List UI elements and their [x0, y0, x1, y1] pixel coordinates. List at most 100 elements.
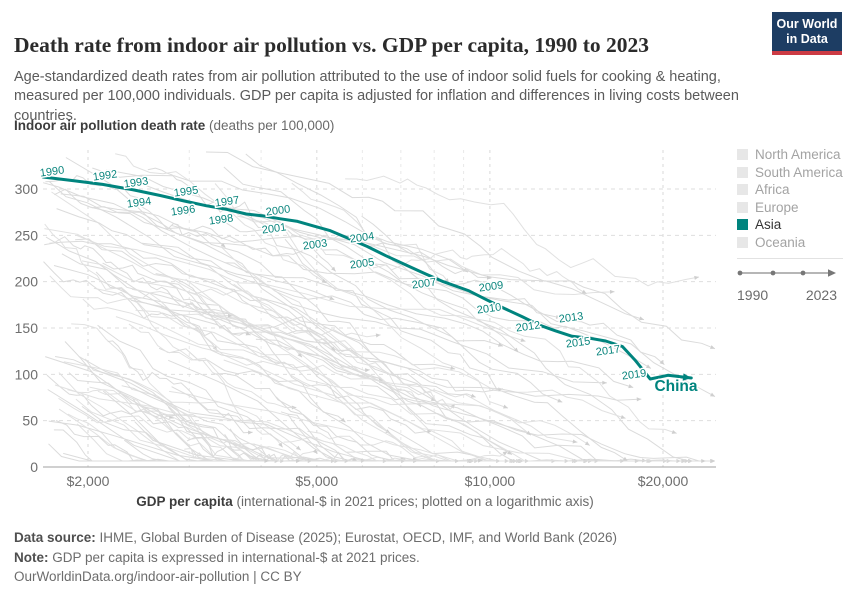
timeline-labels: 1990 2023: [737, 287, 837, 303]
owid-logo-line2: in Data: [786, 32, 828, 46]
line-end-arrow-icon: [312, 449, 318, 454]
line-end-arrow-icon: [291, 405, 297, 410]
y-tick-label: 300: [15, 181, 39, 197]
timeline-dot-mid2[interactable]: [800, 270, 806, 276]
line-end-arrow-icon: [503, 404, 509, 409]
line-end-arrow-icon: [245, 331, 251, 336]
legend-item-north-america[interactable]: North America: [737, 146, 843, 164]
timeline-start-year[interactable]: 1990: [737, 287, 769, 303]
legend-swatch-icon: [737, 184, 748, 196]
background-country-line: [106, 169, 645, 321]
china-series-line[interactable]: [41, 175, 693, 381]
line-end-arrow-icon: [555, 314, 561, 319]
data-source-line: Data source: IHME, Global Burden of Dise…: [14, 528, 617, 548]
y-axis-units: Indoor air pollution death rate (deaths …: [14, 118, 334, 133]
background-country-line: [223, 359, 600, 462]
y-tick-label: 200: [15, 274, 39, 290]
year-label: 2003: [302, 237, 328, 252]
background-country-line: [170, 224, 634, 388]
background-country-line: [237, 215, 509, 409]
legend-item-oceania[interactable]: Oceania: [737, 234, 843, 252]
timeline-dot-start[interactable]: [737, 270, 743, 276]
data-source-text: IHME, Global Burden of Disease (2025); E…: [95, 530, 618, 545]
citation-line[interactable]: OurWorldinData.org/indoor-air-pollution …: [14, 567, 617, 587]
line-end-arrow-icon: [507, 450, 513, 455]
background-country-line: [81, 260, 532, 436]
owid-logo[interactable]: Our World in Data: [772, 12, 842, 55]
background-country-line: [166, 281, 381, 338]
line-end-arrow-icon: [636, 397, 642, 402]
legend-item-africa[interactable]: Africa: [737, 181, 843, 199]
timeline-dot-mid1[interactable]: [770, 270, 776, 276]
background-country-line: [95, 271, 391, 434]
note-label: Note:: [14, 549, 49, 565]
legend-item-asia[interactable]: Asia: [737, 216, 843, 234]
x-tick-label: $20,000: [638, 473, 689, 489]
line-end-arrow-icon: [659, 360, 665, 365]
y-tick-label: 0: [30, 459, 38, 475]
y-tick-label: 150: [15, 320, 39, 336]
timeline-slider[interactable]: [737, 265, 837, 281]
line-end-arrow-icon: [572, 439, 578, 444]
line-end-arrow-icon: [248, 430, 253, 435]
line-end-arrow-icon: [671, 429, 677, 434]
legend-item-south-america[interactable]: South America: [737, 164, 843, 182]
line-end-arrow-icon: [497, 342, 503, 347]
background-country-line: [44, 228, 385, 384]
line-end-arrow-icon: [295, 445, 301, 451]
legend-label: North America: [755, 147, 841, 163]
citation-url[interactable]: OurWorldinData.org/indoor-air-pollution …: [14, 569, 302, 584]
year-label: 2019: [621, 367, 647, 382]
background-country-line: [288, 333, 626, 419]
year-label: 1996: [170, 203, 196, 218]
legend-label: Africa: [755, 182, 790, 198]
year-label: 2010: [476, 301, 502, 316]
x-tick-label: $2,000: [67, 473, 110, 489]
line-end-arrow-icon: [340, 417, 346, 423]
timeline-end-year[interactable]: 2023: [805, 287, 837, 303]
year-label: 2012: [515, 319, 541, 334]
background-country-line: [185, 278, 640, 462]
line-end-arrow-icon: [331, 266, 336, 272]
background-country-line: [44, 236, 251, 336]
year-label: 1992: [92, 168, 118, 183]
year-label: 1994: [126, 195, 152, 210]
background-country-line: [345, 175, 700, 287]
legend-item-europe[interactable]: Europe: [737, 199, 843, 217]
background-country-line: [223, 166, 715, 462]
background-country-line: [42, 182, 335, 301]
legend-label: Oceania: [755, 234, 806, 250]
chart-footer: Data source: IHME, Global Burden of Dise…: [14, 528, 617, 587]
x-tick-label: $10,000: [465, 473, 516, 489]
line-end-arrow-icon: [220, 242, 226, 248]
line-end-arrow-icon: [581, 289, 587, 294]
line-end-arrow-icon: [520, 338, 526, 342]
chart-canvas[interactable]: $2,000 $5,000 $10,000 $20,000 0 50 100 150 200 25…: [0, 138, 730, 492]
background-country-line: [155, 273, 346, 423]
legend-swatch-icon: [737, 149, 748, 161]
background-country-line: [284, 238, 628, 462]
line-end-arrow-icon: [622, 456, 628, 461]
line-end-arrow-icon: [450, 366, 456, 371]
background-country-line: [168, 359, 690, 462]
line-end-arrow-icon: [694, 275, 699, 280]
background-country-line: [44, 223, 283, 448]
line-end-arrow-icon: [584, 441, 590, 446]
year-label: 2015: [565, 335, 591, 350]
line-end-arrow-icon: [620, 415, 626, 419]
background-country-line: [280, 411, 510, 462]
year-label: 1995: [173, 184, 199, 199]
line-end-arrow-icon: [645, 364, 651, 369]
background-country-line: [77, 235, 526, 342]
background-country-line: [97, 390, 336, 462]
background-country-line: [211, 372, 483, 462]
background-country-line: [186, 437, 301, 462]
y-axis-units-rest: (deaths per 100,000): [205, 118, 335, 133]
x-axis-title: GDP per capita (international-$ in 2021 …: [0, 494, 730, 509]
background-country-line: [102, 262, 370, 371]
line-end-arrow-icon: [526, 430, 531, 436]
background-country-line: [160, 307, 642, 401]
background-country-line: [360, 384, 668, 462]
line-end-arrow-icon: [264, 458, 270, 463]
